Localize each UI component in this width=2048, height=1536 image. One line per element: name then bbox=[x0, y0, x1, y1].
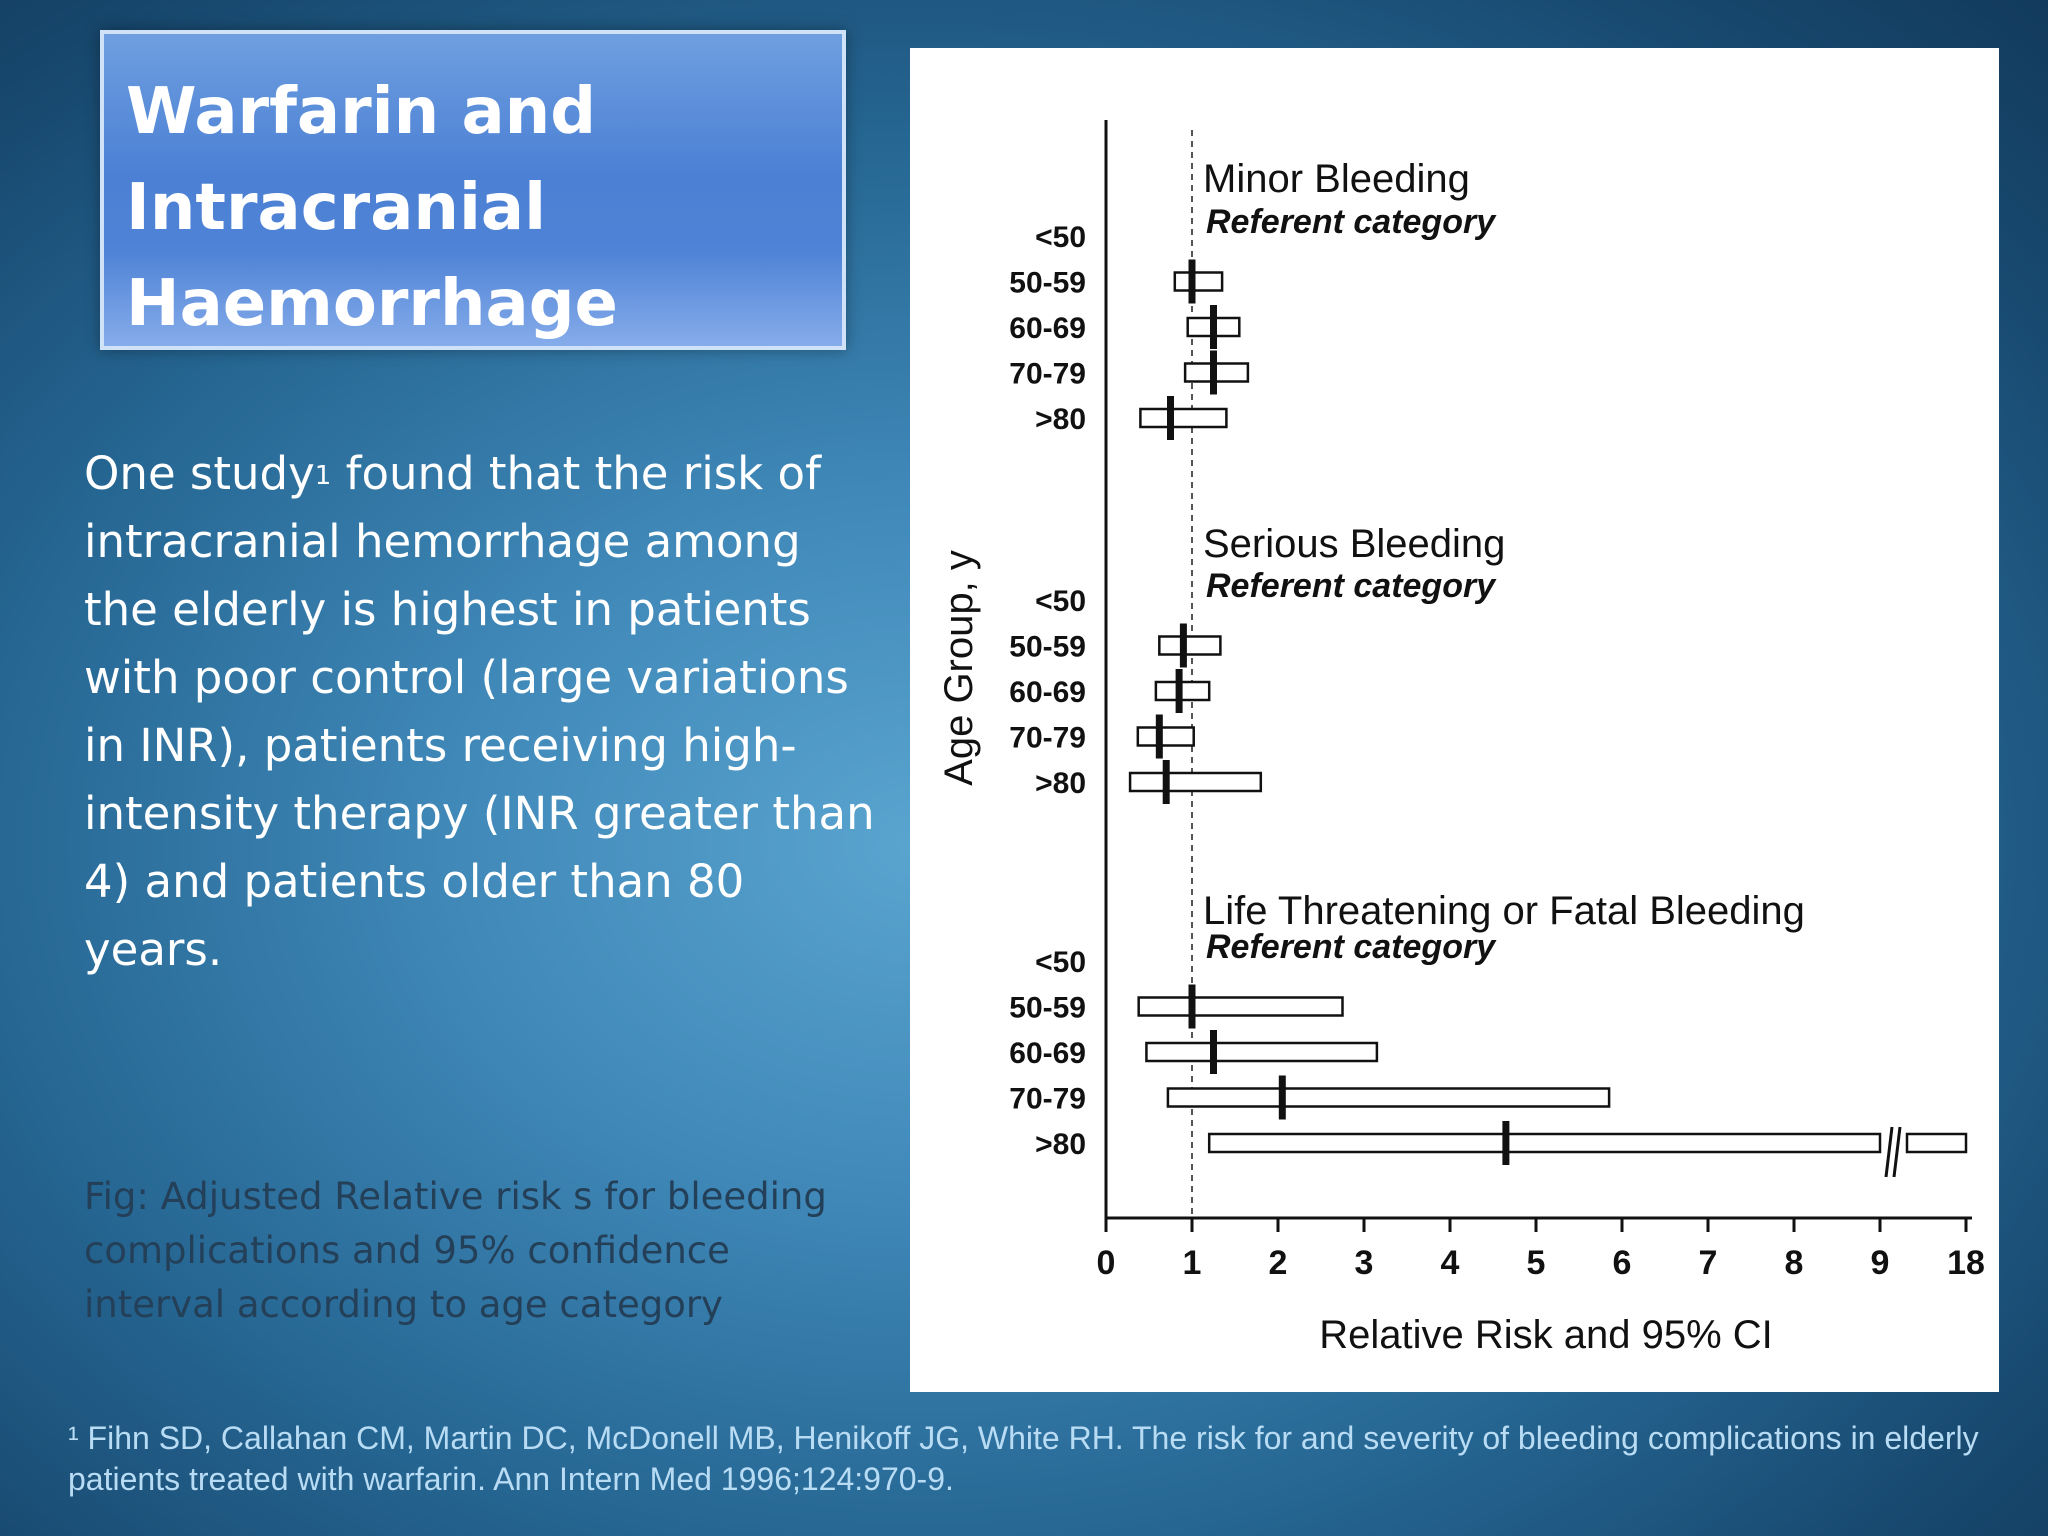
age-group-label: 50-59 bbox=[1009, 631, 1086, 664]
footnote-marker: 1 bbox=[314, 461, 332, 491]
age-group-label: <50 bbox=[1035, 585, 1086, 618]
ci-box-continued bbox=[1905, 1132, 1968, 1154]
body-text-start: One study bbox=[84, 447, 315, 500]
footnote: ¹ Fihn SD, Callahan CM, Martin DC, McDon… bbox=[68, 1420, 1979, 1497]
ci-box bbox=[1136, 726, 1195, 747]
ci-box bbox=[1173, 271, 1224, 292]
y-axis-label: Age Group, y bbox=[937, 550, 981, 786]
x-tick-label: 0 bbox=[1097, 1244, 1116, 1282]
axis-break-mark bbox=[1892, 1126, 1902, 1178]
age-group-label: >80 bbox=[1035, 1128, 1086, 1161]
age-group-label: 70-79 bbox=[1009, 1083, 1086, 1116]
body-text: One study1 found that the risk of intrac… bbox=[84, 440, 884, 984]
ci-box bbox=[1139, 407, 1228, 429]
forest-plot: 0 1 2 3 4 5 6 7 8 9 18 Relative Risk and 95% CI Age … bbox=[937, 120, 1985, 1357]
age-group-label: >80 bbox=[1035, 767, 1086, 800]
title-box: Warfarin and Intracranial Haemorrhage bbox=[100, 30, 846, 350]
x-tick-label: 4 bbox=[1441, 1244, 1460, 1282]
axis-break-mark bbox=[1884, 1126, 1894, 1178]
age-group-label: >80 bbox=[1035, 403, 1086, 436]
x-tick-label: 18 bbox=[1947, 1244, 1985, 1282]
ci-box bbox=[1158, 635, 1222, 656]
referent-label: Referent category bbox=[1206, 928, 1497, 966]
slide-title: Warfarin and Intracranial Haemorrhage bbox=[126, 75, 618, 341]
x-axis-label: Relative Risk and 95% CI bbox=[1319, 1313, 1773, 1357]
ci-box bbox=[1128, 771, 1263, 793]
referent-label: Referent category bbox=[1206, 567, 1497, 605]
age-group-label: 60-69 bbox=[1009, 312, 1086, 345]
series-title: Minor Bleeding bbox=[1203, 157, 1470, 201]
age-group-label: 50-59 bbox=[1009, 267, 1086, 300]
ci-box bbox=[1166, 1087, 1611, 1108]
age-group-label: 70-79 bbox=[1009, 722, 1086, 755]
ci-box bbox=[1145, 1041, 1379, 1063]
body-text-rest: found that the risk of intracranial hemo… bbox=[84, 447, 875, 976]
x-tick-label: 3 bbox=[1355, 1244, 1374, 1282]
ci-box bbox=[1207, 1132, 1882, 1154]
series-title: Serious Bleeding bbox=[1203, 522, 1505, 566]
age-group-label: 50-59 bbox=[1009, 992, 1086, 1025]
age-group-label: 70-79 bbox=[1009, 358, 1086, 391]
age-group-label: <50 bbox=[1035, 946, 1086, 979]
series-title: Life Threatening or Fatal Bleeding bbox=[1203, 889, 1805, 933]
x-tick-label: 8 bbox=[1785, 1244, 1804, 1282]
age-group-label: 60-69 bbox=[1009, 676, 1086, 709]
x-tick-label: 6 bbox=[1613, 1244, 1632, 1282]
age-group-label: <50 bbox=[1035, 221, 1086, 254]
referent-label: Referent category bbox=[1206, 203, 1497, 241]
ci-box bbox=[1137, 996, 1344, 1017]
figure-caption: Fig: Adjusted Relative risk s for bleedi… bbox=[84, 1175, 827, 1326]
x-tick-label: 7 bbox=[1699, 1244, 1718, 1282]
x-tick-label: 1 bbox=[1183, 1244, 1202, 1282]
chart-panel: 0 1 2 3 4 5 6 7 8 9 18 Relative Risk and 95% CI Age … bbox=[910, 48, 1999, 1392]
x-tick-label: 2 bbox=[1269, 1244, 1288, 1282]
x-tick-label: 5 bbox=[1527, 1244, 1546, 1282]
age-group-label: 60-69 bbox=[1009, 1037, 1086, 1070]
x-tick-label: 9 bbox=[1871, 1244, 1890, 1282]
